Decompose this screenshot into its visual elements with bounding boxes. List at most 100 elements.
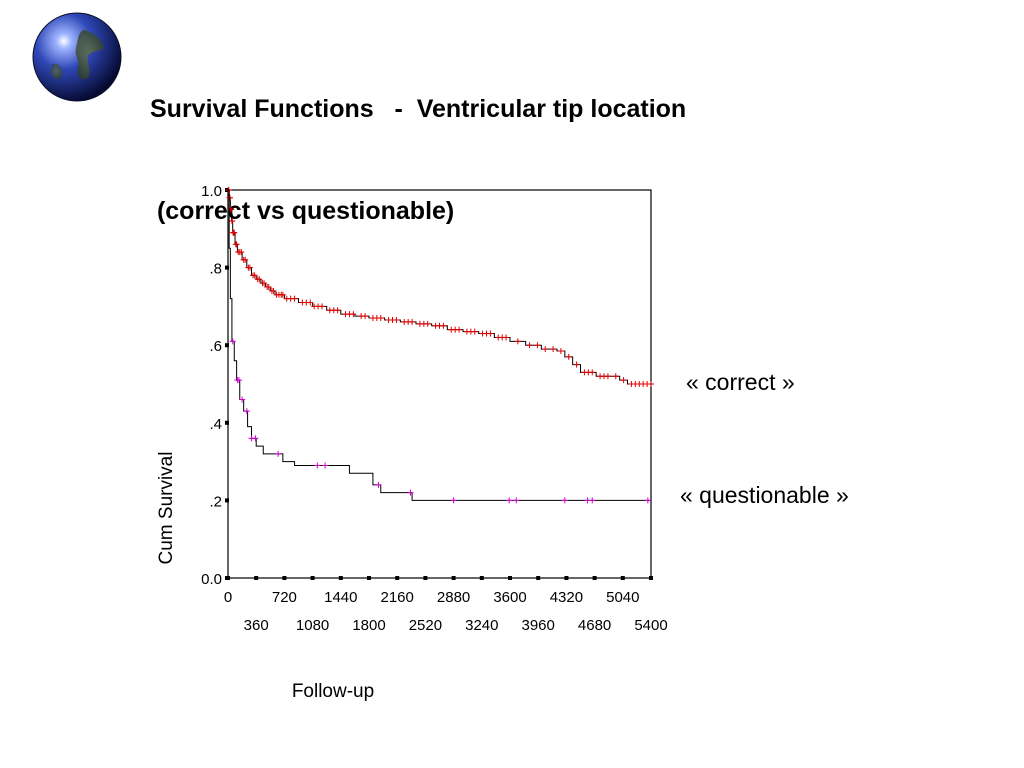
censor-mark-questionable	[513, 497, 520, 504]
x-tick-label: 720	[272, 589, 297, 606]
censor-mark-correct	[648, 381, 654, 387]
y-tick-label: 1.0	[201, 183, 222, 200]
censor-mark-questionable	[229, 338, 236, 345]
censor-mark-correct	[307, 299, 314, 306]
x-tick-label: 1080	[296, 617, 329, 634]
censor-mark-correct	[226, 194, 233, 201]
censor-mark-questionable	[506, 497, 513, 504]
x-tick-mark	[423, 576, 428, 580]
x-tick-mark	[367, 576, 371, 580]
x-tick-label: 2880	[437, 589, 470, 606]
censor-mark-correct	[589, 369, 596, 376]
censor-mark-questionable	[239, 396, 246, 403]
x-tick-mark	[620, 576, 625, 580]
censor-mark-correct	[231, 229, 238, 236]
survival-curves	[225, 187, 654, 504]
y-axis-label: Cum Survival	[156, 452, 177, 565]
x-tick-mark	[451, 576, 456, 580]
title-line-2: (correct vs questionable)	[150, 197, 455, 225]
x-tick-label: 1440	[324, 589, 357, 606]
y-tick-mark	[225, 498, 229, 503]
censor-mark-correct	[565, 353, 572, 360]
y-tick-mark	[225, 420, 229, 425]
censor-mark-questionable	[375, 481, 382, 488]
survival-line-correct	[228, 189, 651, 385]
x-tick-mark	[395, 576, 400, 580]
x-tick-mark	[479, 576, 484, 580]
censor-mark-questionable	[314, 462, 321, 469]
censor-mark-correct	[550, 346, 557, 353]
x-tick-label: 2160	[381, 589, 414, 606]
y-tick-mark	[225, 343, 229, 348]
censor-mark-questionable	[644, 497, 651, 504]
censor-mark-correct	[319, 303, 325, 310]
censor-mark-correct	[526, 342, 533, 349]
censor-mark-questionable	[252, 435, 259, 442]
x-tick-mark	[282, 576, 287, 580]
censor-mark-correct	[265, 284, 272, 290]
censor-mark-questionable	[450, 497, 457, 504]
censor-mark-correct	[542, 346, 549, 353]
censor-mark-correct	[409, 318, 416, 325]
x-tick-label: 5040	[606, 589, 639, 606]
globe-logo	[32, 12, 122, 102]
x-tick-label: 0	[224, 589, 232, 606]
y-tick-label: 0.0	[201, 571, 222, 588]
x-tick-mark	[508, 576, 512, 580]
y-tick-mark	[225, 265, 229, 270]
slide-title: Survival Functions - Ventricular tip loc…	[150, 24, 686, 262]
censor-mark-correct	[350, 311, 357, 318]
legend-label-questionable: « questionable »	[680, 482, 849, 508]
x-tick-mark	[338, 576, 343, 580]
censor-mark-correct	[612, 373, 619, 380]
censor-mark-correct	[424, 320, 431, 327]
censor-mark-correct	[270, 287, 277, 294]
censor-mark-questionable	[243, 408, 250, 415]
x-tick-mark	[226, 576, 230, 580]
y-tick-label: .4	[209, 416, 222, 433]
censor-mark-correct	[514, 338, 521, 345]
x-tick-label: 3600	[493, 589, 526, 606]
censor-mark-questionable	[322, 462, 329, 469]
censor-mark-correct	[456, 326, 463, 333]
censor-mark-correct	[534, 342, 541, 349]
censor-mark-correct	[256, 276, 263, 283]
x-axis-label: Follow-up	[292, 681, 374, 702]
censor-mark-correct	[362, 313, 369, 320]
x-axis: 0 720 1440 2160 2880 3600 4320 5040 360 1080 1800 2…	[224, 576, 668, 634]
x-tick-mark	[564, 576, 569, 580]
x-tick-label: 4680	[578, 617, 611, 634]
censor-mark-correct	[251, 272, 258, 279]
censor-mark-correct	[242, 256, 249, 263]
censor-mark-correct	[503, 334, 510, 341]
survival-line-questionable	[228, 189, 651, 501]
censor-mark-correct	[246, 264, 253, 271]
censor-mark-correct	[377, 315, 384, 322]
y-tick-label: .2	[209, 493, 222, 510]
censor-mark-correct	[487, 330, 494, 337]
censor-mark-correct	[261, 280, 268, 287]
x-tick-mark	[254, 576, 259, 580]
x-tick-label: 2520	[409, 617, 442, 634]
censor-mark-questionable	[407, 489, 414, 496]
censor-mark-correct	[620, 377, 627, 384]
y-tick-label: .6	[209, 338, 222, 355]
censor-mark-correct	[573, 361, 580, 368]
censor-mark-correct	[557, 348, 564, 355]
censor-mark-questionable	[561, 497, 568, 504]
x-tick-mark	[310, 576, 315, 580]
plot-frame	[227, 189, 652, 579]
censor-mark-correct	[279, 291, 286, 298]
censor-mark-correct	[233, 241, 240, 248]
x-tick-label: 360	[244, 617, 269, 634]
censor-mark-questionable	[589, 497, 596, 504]
x-tick-label: 4320	[550, 589, 583, 606]
x-tick-mark	[592, 576, 597, 580]
x-tick-label: 1800	[352, 617, 385, 634]
legend-label-correct: « correct »	[686, 369, 795, 395]
censor-mark-correct	[291, 295, 298, 302]
y-tick-label: .8	[209, 261, 222, 278]
censor-mark-correct	[229, 218, 236, 225]
y-axis: 0.0 .2 .4 .6 .8 1.0	[201, 183, 229, 588]
